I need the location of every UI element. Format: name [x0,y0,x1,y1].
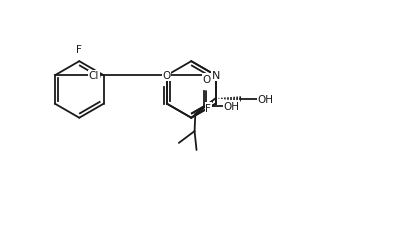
Text: F: F [76,45,82,55]
Text: OH: OH [223,101,239,112]
Text: N: N [211,71,219,81]
Text: O: O [202,75,210,85]
Text: Cl: Cl [88,71,99,81]
Text: OH: OH [257,94,273,104]
Text: O: O [162,71,171,81]
Text: F: F [205,103,211,113]
